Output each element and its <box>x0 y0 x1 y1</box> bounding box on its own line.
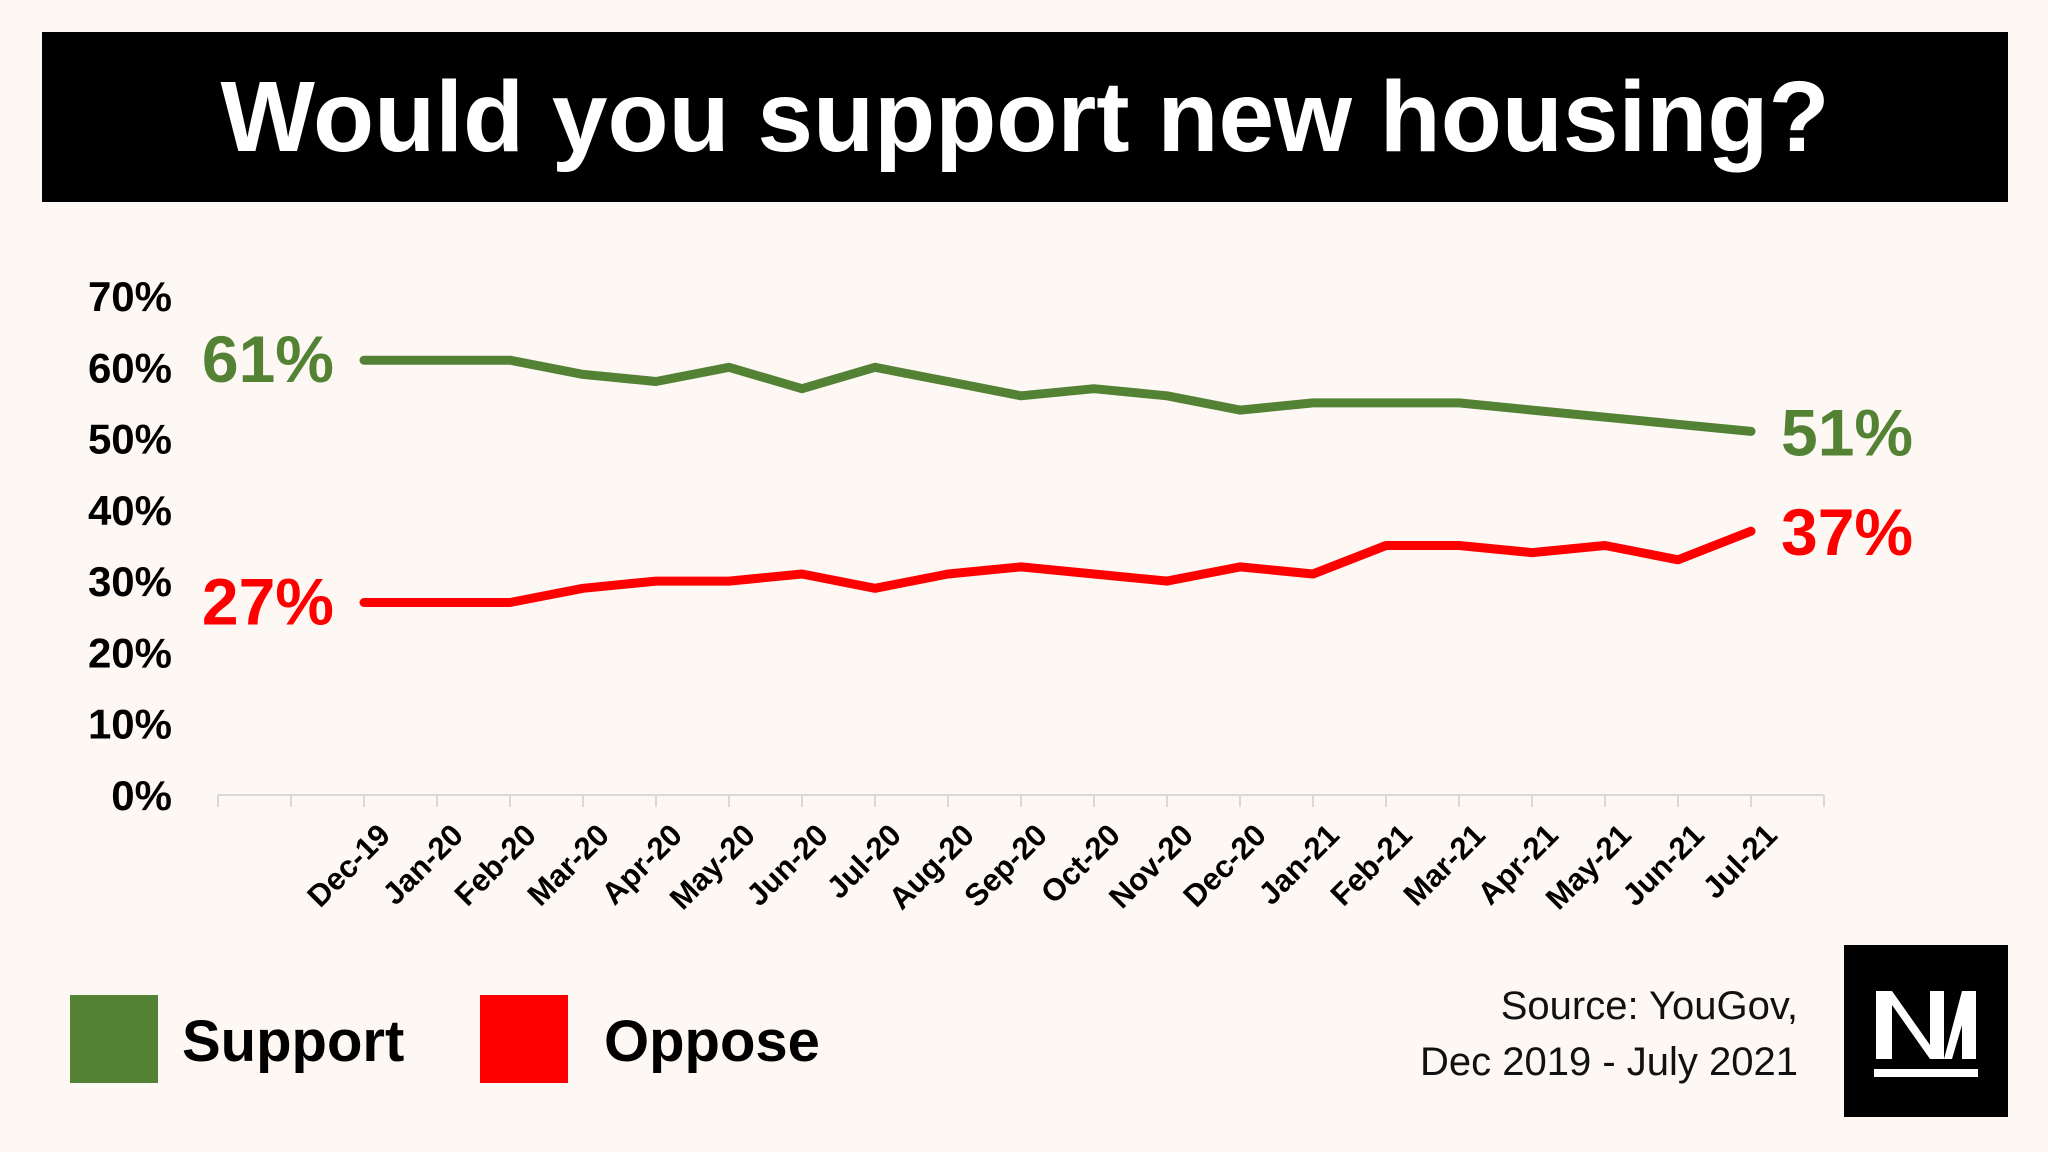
y-tick-label: 0% <box>111 772 172 819</box>
legend-swatch-oppose <box>480 995 568 1083</box>
series-end-label-oppose: 37% <box>1781 495 1913 569</box>
x-tick-label: Jun-21 <box>1616 817 1711 912</box>
x-tick-label: Dec-20 <box>1176 817 1273 914</box>
x-tick-label: Sep-20 <box>957 817 1054 914</box>
y-tick-label: 60% <box>88 344 172 391</box>
legend-label-support: Support <box>182 1009 405 1074</box>
x-tick-label: Jun-20 <box>740 817 835 912</box>
legend-label-oppose: Oppose <box>604 1009 820 1074</box>
y-tick-label: 30% <box>88 558 172 605</box>
series-start-label-oppose: 27% <box>202 565 334 639</box>
source-note: Source: YouGov, Dec 2019 - July 2021 <box>1420 978 1798 1090</box>
y-tick-label: 10% <box>88 701 172 748</box>
chart-title: Would you support new housing? <box>42 32 2008 202</box>
source-line-1: Source: YouGov, <box>1500 984 1798 1028</box>
source-line-2: Dec 2019 - July 2021 <box>1419 1040 1798 1084</box>
nm-logo-icon <box>1844 945 2008 1117</box>
y-tick-label: 40% <box>88 487 172 534</box>
x-tick-label: Mar-20 <box>521 817 616 912</box>
series-start-label-support: 61% <box>202 322 334 396</box>
x-tick-label: Feb-21 <box>1324 817 1419 912</box>
x-tick-label: Mar-21 <box>1397 817 1492 912</box>
y-tick-label: 50% <box>88 416 172 463</box>
y-tick-label: 70% <box>88 273 172 320</box>
series-end-label-support: 51% <box>1781 395 1913 469</box>
x-tick-label: Dec-19 <box>300 817 397 914</box>
series-line-support <box>359 355 1756 436</box>
x-tick-label: Feb-20 <box>448 817 543 912</box>
x-tick-label: Jul-21 <box>1696 817 1784 905</box>
y-tick-label: 20% <box>88 629 172 676</box>
series-line-oppose <box>359 526 1756 607</box>
legend-swatch-support <box>70 995 158 1083</box>
